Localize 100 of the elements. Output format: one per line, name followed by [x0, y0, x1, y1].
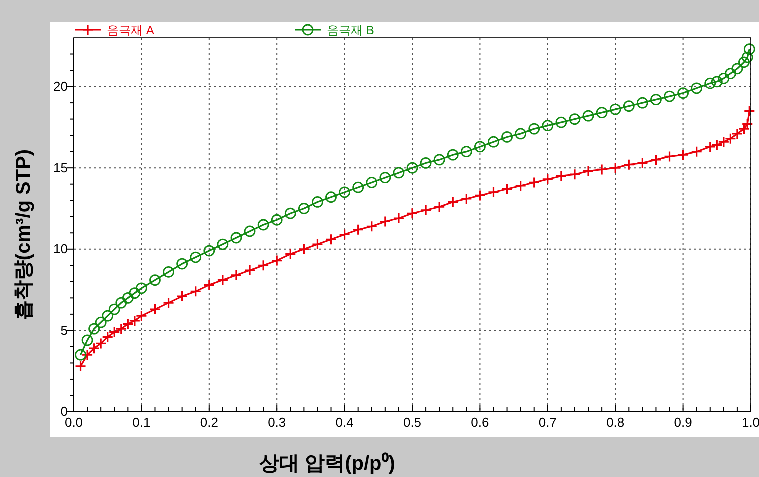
point — [556, 116, 568, 128]
point — [718, 72, 730, 84]
point — [542, 120, 554, 132]
point — [312, 238, 324, 250]
point — [88, 323, 100, 335]
point — [149, 304, 162, 316]
point — [650, 94, 662, 106]
point — [406, 208, 418, 220]
legend-label: 음극재 A — [107, 24, 154, 38]
point — [744, 44, 756, 56]
x-tick-label: 0.8 — [606, 415, 625, 430]
point — [204, 245, 216, 257]
point — [366, 177, 378, 188]
point — [704, 141, 716, 153]
point — [366, 220, 378, 232]
point — [434, 201, 446, 213]
point — [129, 315, 141, 327]
y-tick-label: 20 — [54, 78, 68, 94]
x-tick-label: 0.6 — [471, 415, 490, 430]
point — [664, 90, 676, 102]
point — [326, 192, 337, 204]
point — [488, 186, 500, 198]
point — [434, 154, 446, 166]
y-tick-label: 10 — [54, 242, 68, 257]
point — [176, 258, 188, 270]
point — [258, 260, 270, 272]
point — [732, 63, 744, 75]
point — [724, 133, 736, 145]
point — [258, 219, 270, 231]
point — [724, 68, 736, 80]
point — [176, 290, 188, 302]
point — [406, 162, 418, 174]
point — [738, 56, 750, 68]
point — [298, 244, 310, 256]
point — [95, 316, 107, 328]
point — [610, 162, 622, 174]
point — [95, 338, 107, 350]
point — [650, 154, 662, 166]
point — [502, 131, 513, 143]
y-tick-label: 15 — [54, 160, 68, 176]
point — [542, 174, 554, 186]
point — [102, 331, 114, 343]
point — [380, 172, 392, 184]
point — [569, 168, 581, 180]
y-axis-title: 흡착량(cm³/g STP) — [13, 149, 35, 321]
point — [136, 310, 148, 322]
point — [88, 342, 100, 354]
point — [664, 150, 676, 163]
point — [271, 214, 283, 226]
point — [420, 204, 432, 216]
x-tick-label: 0.9 — [674, 415, 692, 430]
point — [460, 146, 472, 158]
x-tick-label: 0.2 — [200, 415, 218, 430]
point — [636, 157, 648, 170]
x-tick-label: 0.7 — [538, 415, 557, 430]
point — [325, 234, 338, 246]
point — [556, 170, 568, 182]
x-axis-title: 상대 압력(p/p⁰) — [260, 452, 396, 475]
point — [339, 228, 351, 241]
point — [217, 274, 229, 286]
point — [284, 248, 296, 260]
point — [528, 176, 540, 189]
point — [74, 360, 87, 372]
point — [596, 164, 608, 176]
point — [244, 226, 256, 238]
point — [116, 297, 128, 309]
point — [691, 82, 703, 94]
x-tick-label: 0.5 — [403, 415, 422, 430]
point — [190, 252, 202, 264]
point — [339, 186, 350, 198]
point — [742, 118, 754, 130]
point — [129, 288, 141, 299]
point — [744, 105, 756, 117]
point — [732, 128, 744, 140]
point — [610, 104, 622, 116]
point — [352, 224, 364, 236]
point — [515, 180, 527, 192]
point — [136, 282, 148, 294]
point — [718, 136, 730, 148]
point — [742, 52, 754, 64]
point — [488, 136, 500, 148]
point — [447, 196, 459, 208]
point — [678, 88, 689, 99]
point — [163, 266, 174, 278]
point — [217, 238, 229, 250]
point — [108, 326, 120, 338]
point — [122, 292, 134, 304]
point — [582, 166, 594, 178]
point — [596, 107, 608, 118]
point — [704, 78, 716, 90]
point — [420, 158, 432, 169]
x-tick-label: 0.3 — [268, 415, 286, 430]
point — [204, 279, 216, 291]
point — [460, 193, 472, 205]
point — [711, 76, 723, 88]
point — [82, 334, 94, 346]
point — [244, 264, 256, 276]
point — [474, 141, 486, 153]
point — [150, 274, 161, 286]
point — [623, 159, 635, 171]
